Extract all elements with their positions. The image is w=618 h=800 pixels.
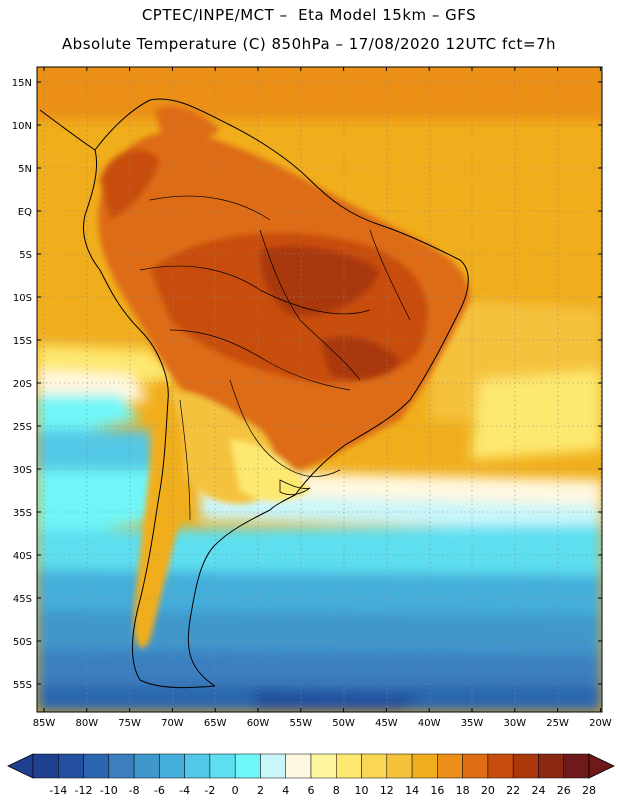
colorbar-label: 4	[282, 784, 289, 797]
lat-tick-label: 10S	[13, 293, 32, 304]
colorbar-swatch	[285, 753, 312, 779]
colorbar-label: -8	[129, 784, 140, 797]
colorbar-swatch	[32, 753, 59, 779]
lat-tick-label: 50S	[13, 637, 32, 648]
colorbar-swatch	[58, 753, 84, 779]
lon-tick-label: 70W	[161, 718, 184, 729]
lon-tick-label: 60W	[247, 718, 270, 729]
lat-tick-label: 15N	[12, 78, 32, 89]
colorbar-swatch	[437, 753, 463, 779]
colorbar-label: 16	[430, 784, 444, 797]
lat-tick-label: 55S	[13, 680, 32, 691]
colorbar-label: 22	[506, 784, 520, 797]
lon-tick-label: 65W	[204, 718, 227, 729]
colorbar-label: 8	[333, 784, 340, 797]
longitude-labels: 85W 80W 75W 70W 65W 60W 55W 50W 45W 40W 35W 30W 25W 2…	[33, 67, 612, 729]
colorbar-label: 14	[405, 784, 419, 797]
temperature-field	[37, 67, 602, 712]
colorbar-swatch	[462, 753, 489, 779]
colorbar-swatch	[538, 753, 564, 779]
lat-tick-label: 35S	[13, 508, 32, 519]
colorbar-label: 6	[308, 784, 315, 797]
lon-tick-label: 45W	[375, 718, 398, 729]
lat-tick-label: 25S	[13, 422, 32, 433]
lon-tick-label: 25W	[546, 718, 569, 729]
colorbar: -14 -12 -10 -8 -6 -4 -2 0 2 4 6 8 10 12 14 16 18 20 22 24 26…	[7, 753, 615, 797]
colorbar-label: -4	[179, 784, 190, 797]
map-title-line-1: CPTEC/INPE/MCT – Eta Model 15km – GFS	[141, 6, 477, 24]
colorbar-label: 28	[582, 784, 596, 797]
colorbar-swatch	[108, 753, 135, 779]
lon-tick-label: 75W	[118, 718, 141, 729]
colorbar-swatch	[234, 753, 261, 779]
colorbar-swatch	[133, 753, 160, 779]
colorbar-arrow-low	[7, 753, 34, 779]
lat-tick-label: 5S	[19, 250, 32, 261]
lat-tick-label: 20S	[13, 379, 32, 390]
colorbar-swatch	[411, 753, 438, 779]
colorbar-swatch	[336, 753, 362, 779]
colorbar-label: 0	[232, 784, 239, 797]
map-title-line-2: Absolute Temperature (C) 850hPa – 17/08/…	[61, 35, 557, 53]
colorbar-label: 20	[481, 784, 495, 797]
colorbar-label: 10	[355, 784, 369, 797]
lon-tick-label: 55W	[289, 718, 312, 729]
lon-tick-label: 80W	[75, 718, 98, 729]
colorbar-label: 18	[456, 784, 470, 797]
colorbar-swatch	[563, 753, 590, 779]
latitude-labels: 15N 10N 5N EQ 5S 10S 15S 20S 25S 30S 35S 40S 45S 50S 5…	[12, 78, 602, 691]
map-frame	[36, 66, 603, 713]
lat-tick-label: 45S	[13, 594, 32, 605]
lon-tick-label: 35W	[461, 718, 484, 729]
colorbar-label: -14	[49, 784, 67, 797]
colorbar-swatch	[209, 753, 236, 779]
colorbar-label: 12	[380, 784, 394, 797]
colorbar-swatch	[260, 753, 286, 779]
colorbar-swatch	[310, 753, 337, 779]
coastline	[39, 98, 469, 689]
colorbar-swatch	[361, 753, 388, 779]
lat-tick-label: EQ	[18, 207, 32, 218]
lat-tick-label: 10N	[12, 121, 32, 132]
lon-tick-label: 40W	[418, 718, 441, 729]
colorbar-label: 2	[257, 784, 264, 797]
lat-tick-label: 5N	[18, 164, 32, 175]
colorbar-label: -6	[154, 784, 165, 797]
colorbar-swatch	[159, 753, 185, 779]
colorbar-swatch	[184, 753, 211, 779]
lon-tick-label: 50W	[332, 718, 355, 729]
colorbar-label: -10	[100, 784, 118, 797]
lon-tick-label: 30W	[503, 718, 526, 729]
colorbar-swatch	[386, 753, 413, 779]
lon-tick-label: 20W	[589, 718, 612, 729]
colorbar-label: 26	[557, 784, 571, 797]
lat-tick-label: 15S	[13, 336, 32, 347]
lon-tick-label: 85W	[33, 718, 56, 729]
colorbar-label: 24	[531, 784, 545, 797]
colorbar-swatch	[487, 753, 514, 779]
colorbar-swatch	[512, 753, 539, 779]
colorbar-label: -12	[75, 784, 93, 797]
lat-tick-label: 30S	[13, 465, 32, 476]
lat-tick-label: 40S	[13, 551, 32, 562]
colorbar-swatch	[83, 753, 110, 779]
colorbar-arrow-high	[588, 753, 615, 779]
colorbar-label: -2	[204, 784, 215, 797]
